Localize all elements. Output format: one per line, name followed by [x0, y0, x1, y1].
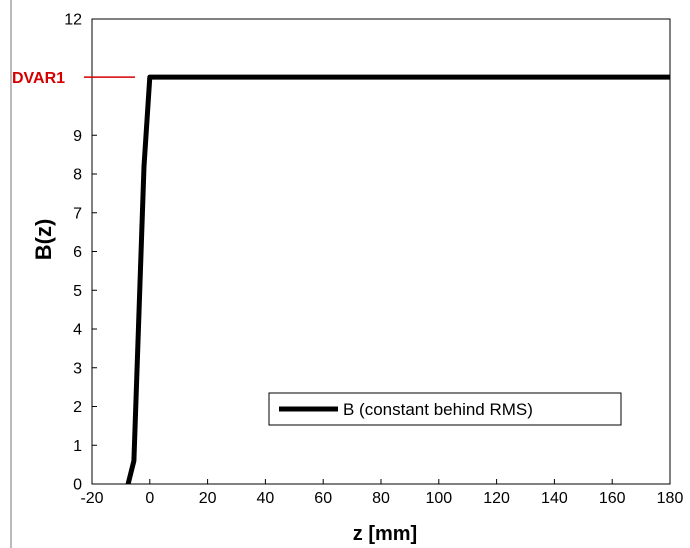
y-tick-label: 7	[73, 205, 82, 222]
x-tick-label: 60	[314, 490, 332, 507]
y-tick-label: 9	[73, 128, 82, 145]
series-line	[125, 74, 670, 485]
x-tick-label: -20	[80, 490, 103, 507]
y-tick-label: 1	[73, 438, 82, 455]
x-axis-title: z [mm]	[353, 523, 417, 545]
x-tick-label: 80	[372, 490, 390, 507]
x-tick-label: 20	[199, 490, 217, 507]
x-tick-label: 100	[425, 490, 452, 507]
y-tick-label: 4	[73, 322, 82, 339]
series-layer	[125, 74, 670, 485]
x-tick-label: 180	[657, 490, 684, 507]
y-tick-label: 3	[73, 360, 82, 377]
x-tick-label: 140	[541, 490, 568, 507]
y-tick-label: 6	[73, 244, 82, 261]
y-tick-label: 0	[73, 477, 82, 494]
x-tick-label: 40	[257, 490, 275, 507]
legend: B (constant behind RMS)	[268, 392, 622, 426]
x-tick-label: 160	[599, 490, 626, 507]
annotation-layer: DVAR1	[12, 70, 135, 87]
x-tick-label: 0	[145, 490, 154, 507]
y-tick-label: 12	[64, 12, 82, 29]
y-tick-label: 5	[73, 283, 82, 300]
x-tick-label: 120	[483, 490, 510, 507]
y-tick-label: 2	[73, 399, 82, 416]
annotation-label: DVAR1	[12, 70, 65, 87]
y-axis-title: B(z)	[31, 219, 56, 261]
y-tick-label: 8	[73, 167, 82, 184]
legend-label: B (constant behind RMS)	[343, 400, 533, 419]
